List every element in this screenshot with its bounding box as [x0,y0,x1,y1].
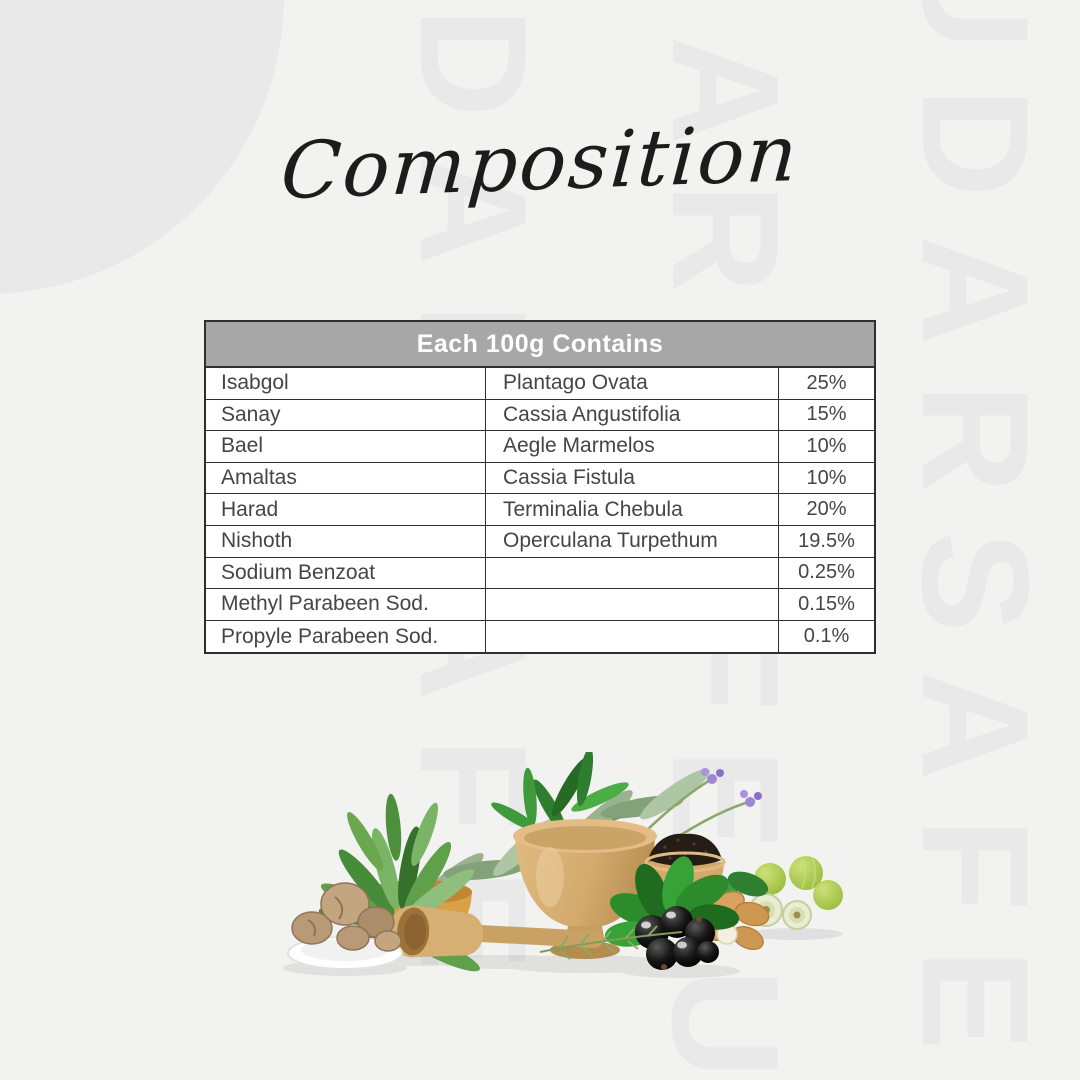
table-row: Nishoth Operculana Turpethum 19.5% [206,525,874,558]
botanical-name-cell: Operculana Turpethum [485,525,778,558]
botanical-name-cell: Aegle Marmelos [485,431,778,463]
percentage-cell: 19.5% [778,525,874,558]
percentage-cell: 15% [778,399,874,432]
wooden-scoop [388,905,604,958]
table-row: Bael Aegle Marmelos 10% [206,431,874,463]
percentage-cell: 0.25% [778,557,874,590]
percentage-cell: 25% [778,368,874,400]
ingredient-name-cell: Amaltas [206,463,485,495]
percentage-cell: 0.1% [778,620,874,653]
table-row: Amaltas Cassia Fistula 10% [206,462,874,495]
ingredient-name-cell: Methyl Parabeen Sod. [206,589,485,621]
botanical-name-cell [485,557,778,590]
botanical-name-cell: Cassia Angustifolia [485,399,778,432]
botanical-name-cell: Cassia Fistula [485,462,778,495]
percentage-cell: 20% [778,494,874,526]
herbs-illustration [283,752,843,978]
ingredient-name-cell: Harad [206,494,485,526]
table-row: Propyle Parabeen Sod. 0.1% [206,620,874,653]
ingredient-name-cell: Nishoth [206,526,485,558]
ingredient-name-cell: Sanay [206,400,485,432]
ingredient-name-cell: Propyle Parabeen Sod. [221,624,439,648]
botanical-name-cell [485,620,778,653]
table-row: Harad Terminalia Chebula 20% [206,494,874,526]
table-row: Sanay Cassia Angustifolia 15% [206,399,874,432]
table-row: Methyl Parabeen Sod. 0.15% [206,589,874,621]
botanical-name-cell [485,589,778,621]
percentage-cell: 0.15% [778,589,874,621]
table-body: Isabgol Plantago Ovata 25% Sanay Cassia … [206,368,874,653]
percentage-cell: 10% [778,462,874,495]
table-row: Sodium Benzoat 0.25% [206,557,874,590]
percentage-cell: 10% [778,431,874,463]
rosemary-sprig [539,925,683,960]
ingredient-name-cell: Sodium Benzoat [206,558,485,590]
ingredient-name-cell: Bael [206,431,485,463]
plate-of-dried-roots [287,882,403,970]
botanical-name-cell: Plantago Ovata [485,368,778,400]
ingredient-name-cell: Isabgol [206,368,485,400]
composition-table: Each 100g Contains Isabgol Plantago Ovat… [204,320,876,655]
lavender-flowers [701,768,762,807]
botanical-name-cell: Terminalia Chebula [485,494,778,526]
table-header: Each 100g Contains [206,322,874,368]
table-row: Isabgol Plantago Ovata 25% [206,368,874,400]
